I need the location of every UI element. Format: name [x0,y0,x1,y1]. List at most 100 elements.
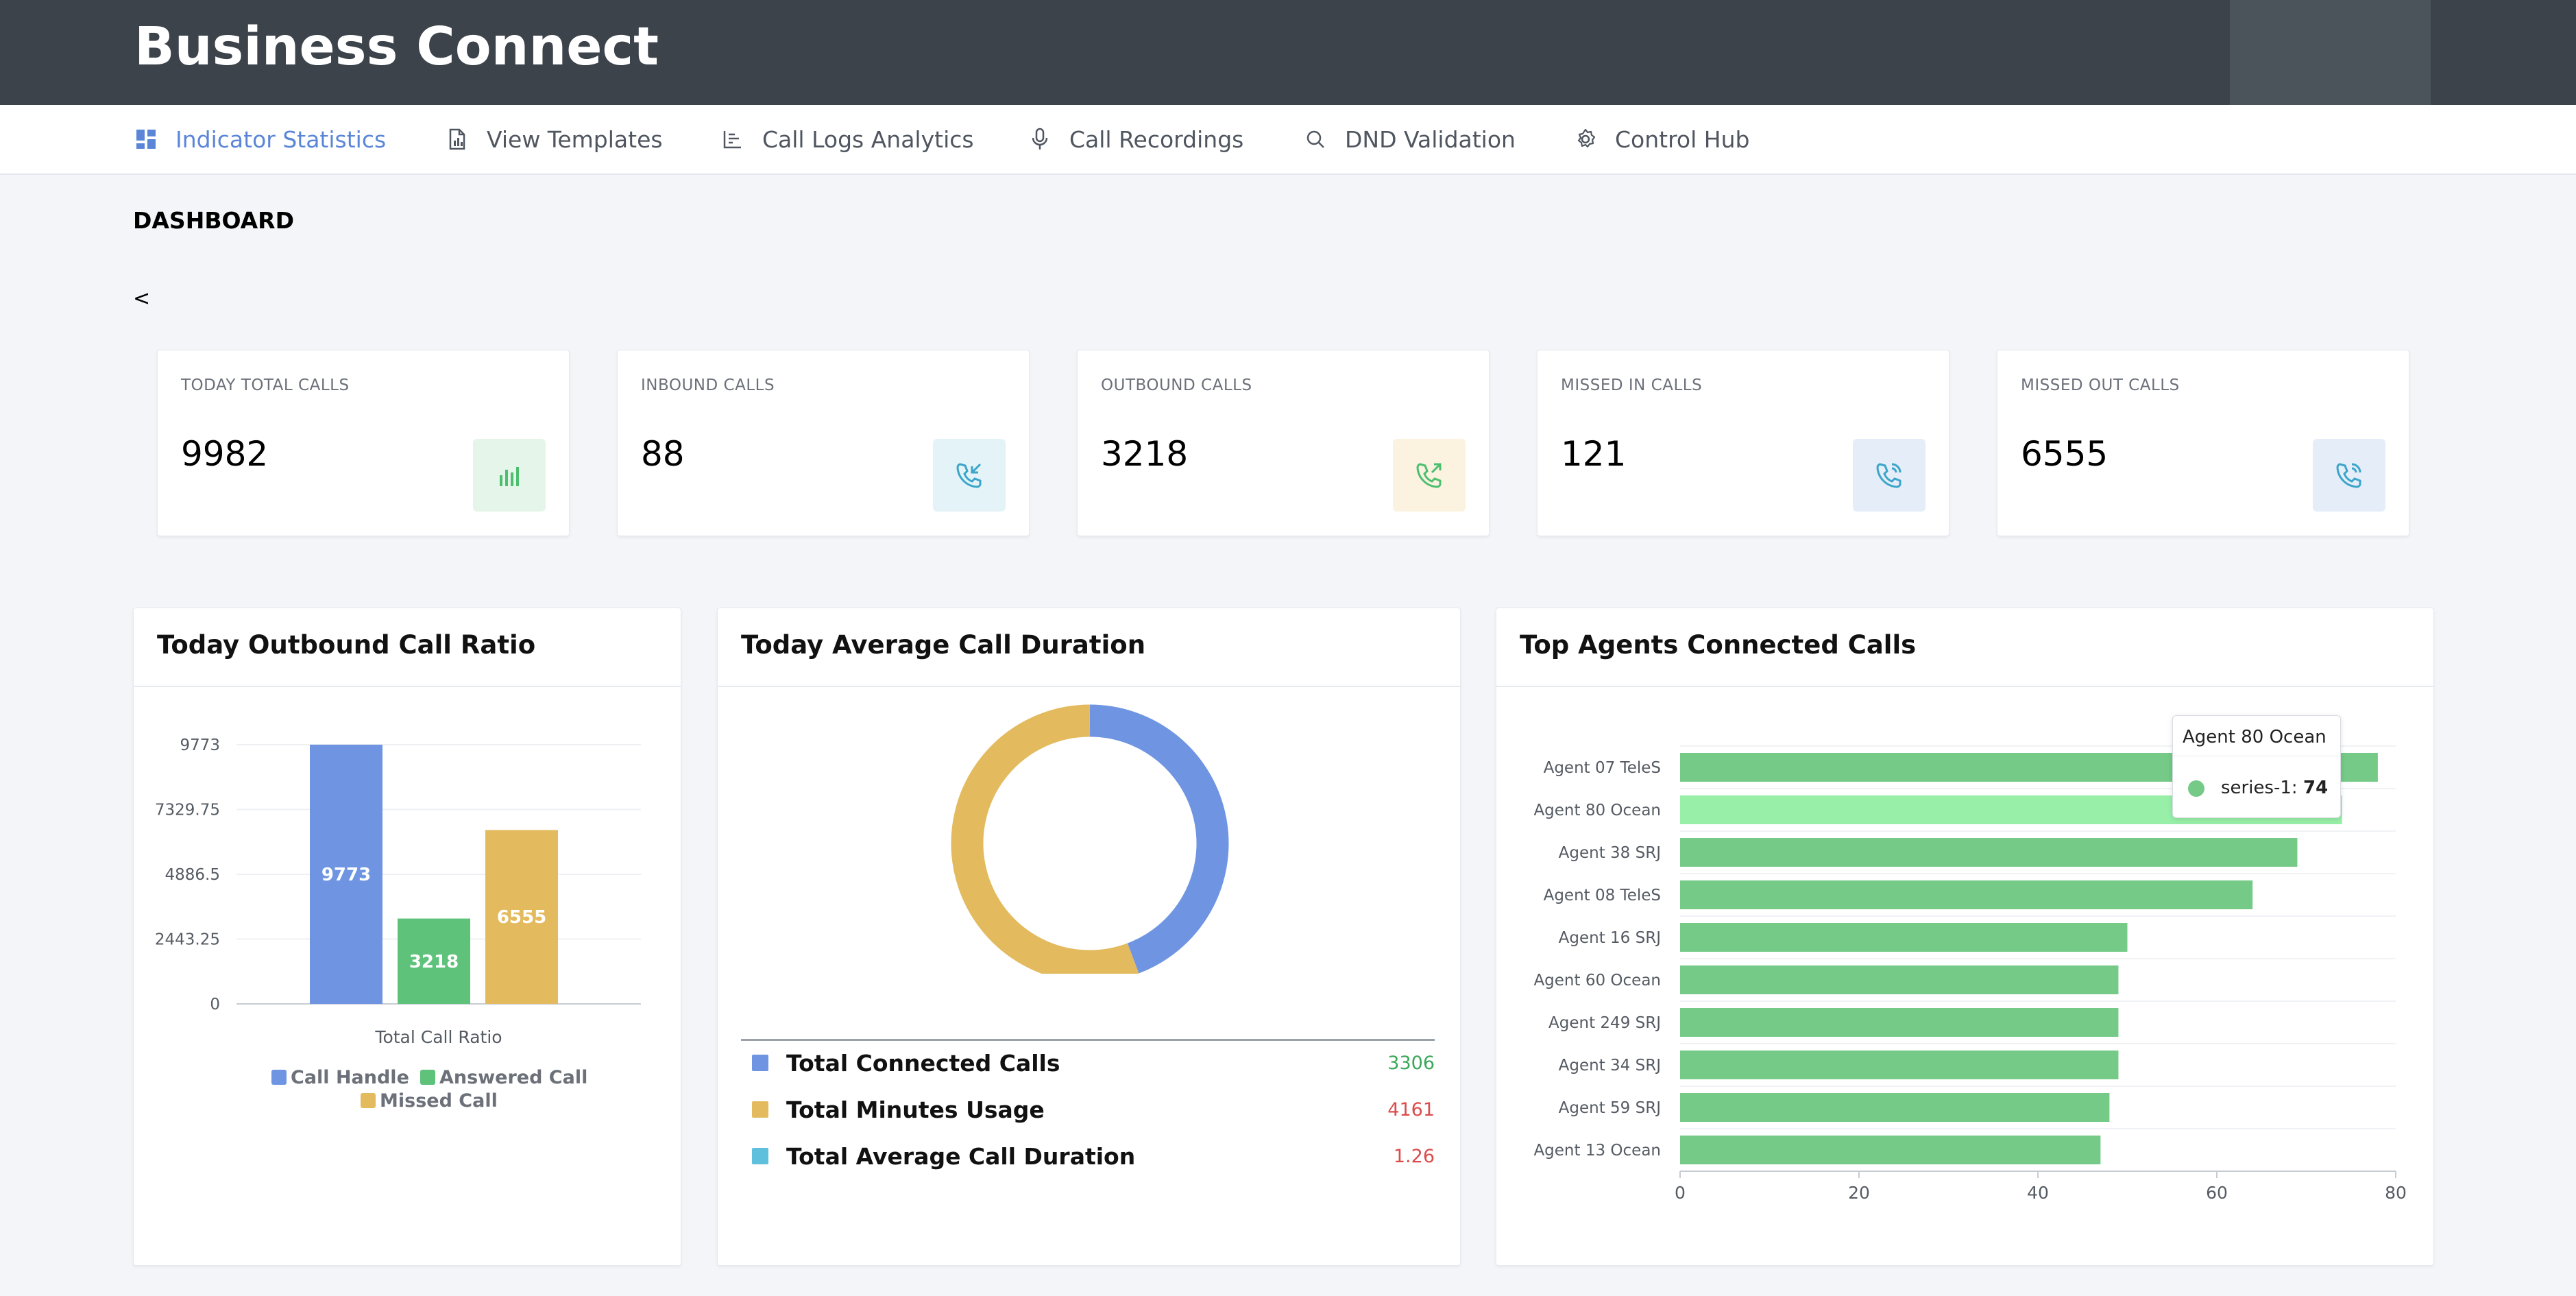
legend-marker [271,1070,287,1085]
duration-table-divider [741,1039,1435,1041]
donut-slice-total-minutes-usage[interactable] [951,704,1139,974]
stat-label: MISSED IN CALLS [1561,376,1703,394]
nav-item-call-recordings[interactable]: Call Recordings [1028,105,1243,173]
x-tick-label: 60 [2206,1183,2228,1203]
agent-bar[interactable] [1680,1093,2110,1122]
user-menu-area[interactable] [2230,0,2431,105]
x-tick-label: 80 [2385,1183,2407,1203]
top-agents-chart: 0 20 40 60 80 Agent 07 TeleS Agent 80 Ocean Age… [1533,745,2407,1203]
donut-slice-total-connected-calls[interactable] [1089,704,1229,974]
legend-label[interactable]: Missed Call [380,1090,498,1112]
app-title: Business Connect [134,16,659,77]
tooltip-title: Agent 80 Ocean [2183,727,2326,747]
panel-top-agents: Top Agents Connected Calls 0 20 40 60 80 Agen… [1496,608,2434,1266]
stat-label: OUTBOUND CALLS [1101,376,1252,394]
duration-value: 3306 [1387,1052,1435,1074]
nav-item-label: Control Hub [1615,125,1750,153]
duration-value: 1.26 [1393,1145,1435,1167]
stat-label: INBOUND CALLS [641,376,775,394]
nav-item-label: Call Recordings [1069,125,1244,153]
bar-answered-call[interactable] [398,918,470,1004]
agent-bar[interactable] [1680,923,2128,952]
agent-bar[interactable] [1680,1136,2101,1164]
phone-incoming-icon [933,439,1006,512]
stat-label: MISSED OUT CALLS [2021,376,2180,394]
x-axis-label: Total Call Ratio [374,1027,502,1047]
document-icon [446,128,469,151]
duration-label: Total Connected Calls [786,1049,1060,1077]
bar-call-handle[interactable] [310,745,382,1004]
y-tick-label: Agent 60 Ocean [1533,972,1661,989]
legend-marker [361,1093,376,1108]
stat-value: 88 [641,434,685,474]
y-tick-label: Agent 08 TeleS [1544,887,1661,904]
duration-value: 4161 [1387,1099,1435,1120]
nav-item-label: View Templates [487,125,663,153]
stat-card-missed-out-calls: MISSED OUT CALLS 6555 [1997,350,2409,536]
agent-bar[interactable] [1680,1051,2119,1079]
legend-swatch [752,1055,768,1071]
panel-title: Today Average Call Duration [741,630,1146,660]
tooltip-value: 74 [2303,778,2329,798]
tooltip-series: series-1: [2221,778,2298,798]
duration-label: Total Minutes Usage [786,1096,1045,1123]
y-tick-label: Agent 16 SRJ [1559,929,1661,947]
nav-item-label: Call Logs Analytics [762,125,974,153]
stat-value: 6555 [2021,434,2109,474]
duration-row: Total Average Call Duration 1.26 [741,1133,1435,1179]
nav-item-control-hub[interactable]: Control Hub [1574,105,1749,173]
back-button[interactable]: < [133,287,151,311]
legend-label[interactable]: Answered Call [439,1067,587,1088]
bar-data-label: 3218 [409,952,459,972]
duration-row: Total Connected Calls 3306 [741,1040,1435,1086]
agent-bar[interactable] [1680,1008,2119,1037]
stat-label: TODAY TOTAL CALLS [181,376,350,394]
y-tick-label: 9773 [180,736,220,754]
y-tick-label: Agent 13 Ocean [1533,1142,1661,1160]
nav-item-label: Indicator Statistics [175,125,387,153]
bar-data-label: 9773 [321,865,371,885]
panel-title: Today Outbound Call Ratio [157,630,536,660]
panel-header: Top Agents Connected Calls [1496,608,2433,687]
y-tick-label: Agent 38 SRJ [1559,844,1661,862]
top-header-bar: Business Connect [0,0,2576,105]
agent-bar[interactable] [1680,838,2298,867]
stat-card-inbound-calls: INBOUND CALLS 88 [617,350,1030,536]
nav-item-view-templates[interactable]: View Templates [446,105,663,173]
y-tick-label: Agent 80 Ocean [1533,802,1661,819]
stat-card-missed-in-calls: MISSED IN CALLS 121 [1537,350,1949,536]
y-tick-label: 7329.75 [155,802,220,819]
y-tick-label: 2443.25 [155,931,220,949]
bar-chart-icon [721,128,744,151]
nav-item-indicator-statistics[interactable]: Indicator Statistics [134,105,386,173]
nav-item-dnd-validation[interactable]: DND Validation [1304,105,1516,173]
panel-header: Today Average Call Duration [718,608,1460,687]
tooltip-marker [2188,780,2204,797]
duration-donut-chart [951,704,1229,974]
outbound-ratio-chart: 9773 7329.75 4886.5 2443.25 0 9773 3218 6555 T… [155,736,641,1112]
phone-missed-icon [1853,439,1925,512]
legend-swatch [752,1101,768,1118]
panel-outbound-call-ratio: Today Outbound Call Ratio 9773 7329.75 488… [133,608,681,1266]
dashboard-icon [134,128,158,151]
legend-marker [420,1070,435,1085]
x-tick-label: 20 [1848,1183,1870,1203]
legend-label[interactable]: Call Handle [291,1067,409,1088]
phone-missed-icon [2313,439,2385,512]
y-tick-label: Agent 59 SRJ [1559,1099,1661,1117]
x-tick-label: 40 [2027,1183,2049,1203]
legend-swatch [752,1148,768,1164]
y-tick-label: 0 [210,996,220,1013]
phone-outgoing-icon [1393,439,1466,512]
bar-missed-call[interactable] [485,830,558,1004]
nav-item-call-logs-analytics[interactable]: Call Logs Analytics [721,105,974,173]
agent-bar[interactable] [1680,880,2253,909]
chart-tooltip: Agent 80 Ocean series-1: 74 [2172,715,2341,818]
duration-row: Total Minutes Usage 4161 [741,1086,1435,1133]
duration-label: Total Average Call Duration [786,1142,1136,1170]
panel-title: Top Agents Connected Calls [1520,630,1917,660]
stat-value: 9982 [181,434,269,474]
main-nav: Indicator Statistics View Templates Call… [0,105,2576,175]
y-tick-label: Agent 249 SRJ [1548,1014,1661,1032]
agent-bar[interactable] [1680,965,2119,994]
